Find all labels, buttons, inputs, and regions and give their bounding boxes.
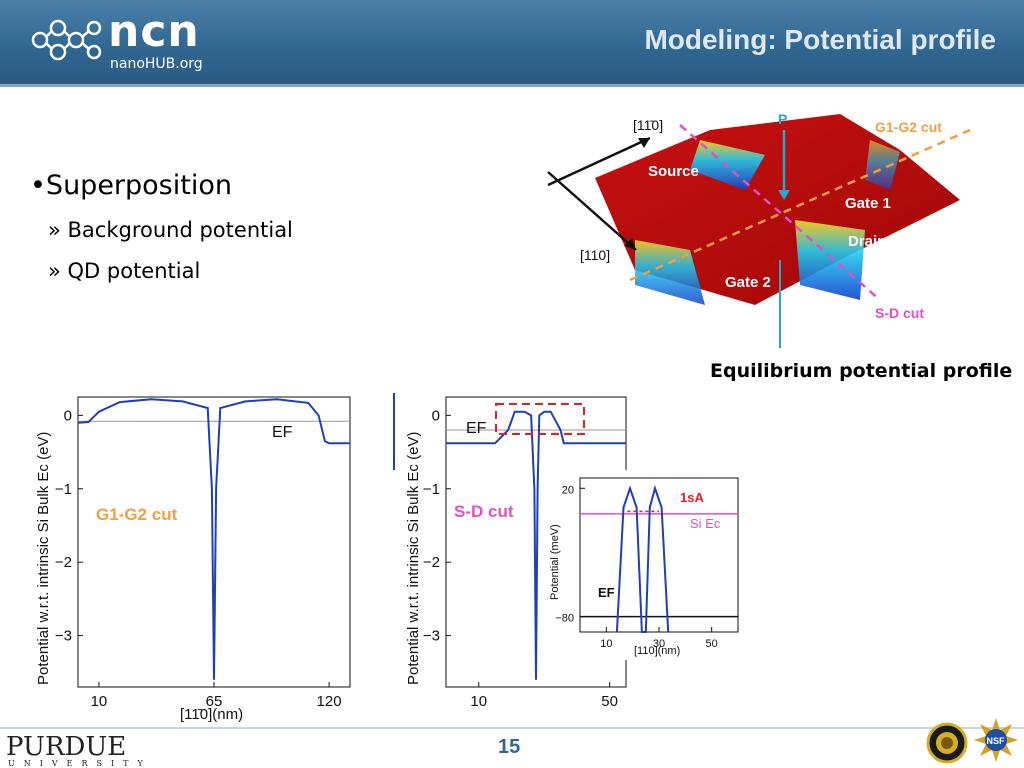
cut-label: S-D cut bbox=[454, 502, 514, 521]
ef-label: EF bbox=[466, 420, 487, 437]
label-sd-cut: S-D cut bbox=[875, 305, 924, 321]
svg-text:NSF: NSF bbox=[987, 736, 1006, 746]
y-tick-label: 20 bbox=[562, 484, 574, 496]
g1g2-cut-chart: Potential w.r.t. intrinsic Si Bulk Ec (e… bbox=[35, 396, 351, 723]
y-tick-label: −3 bbox=[55, 628, 72, 645]
gate2-wall bbox=[635, 240, 705, 305]
ef-label: EF bbox=[272, 424, 293, 441]
1sa-label: 1sA bbox=[680, 490, 704, 505]
y-tick-label: −2 bbox=[423, 554, 440, 571]
y-tick-label: 0 bbox=[432, 407, 440, 424]
label-drain: Drain bbox=[848, 233, 886, 250]
label-110bar: [11̄0] bbox=[633, 117, 663, 133]
zoom-box bbox=[495, 403, 585, 435]
x-tick-label: 50 bbox=[706, 638, 718, 650]
molecule-logo-icon bbox=[31, 19, 102, 61]
g1g2-cut-line bbox=[629, 128, 971, 282]
gate1-wall bbox=[865, 140, 900, 190]
nanohub-label: nanoHUB.org bbox=[110, 56, 203, 72]
nsf-logo-icon: NSF bbox=[974, 718, 1018, 762]
label-p: P bbox=[778, 111, 787, 127]
y-tick-label: −1 bbox=[55, 481, 72, 498]
sub-bullet-background: » Background potential bbox=[48, 218, 293, 242]
y-tick-label: −1 bbox=[423, 481, 440, 498]
bullet-superposition: •Superposition bbox=[30, 170, 232, 201]
chart1-xlabel: [11̄0](nm) bbox=[180, 706, 243, 723]
ef-label: EF bbox=[598, 585, 615, 600]
label-gate1: Gate 1 bbox=[845, 195, 891, 212]
series-line bbox=[77, 398, 350, 680]
si-ec-label: Si Ec bbox=[690, 516, 721, 531]
chart1-ylabel: Potential w.r.t. intrinsic Si Bulk Ec (e… bbox=[35, 432, 52, 685]
purdue-logo: PURDUE bbox=[6, 732, 127, 762]
seal-icon bbox=[926, 722, 968, 764]
ncn-logo: ncn bbox=[108, 6, 200, 57]
sub-bullet-qd: » QD potential bbox=[48, 259, 201, 283]
x-tick-label: 10 bbox=[91, 693, 108, 710]
slide-header bbox=[0, 0, 1024, 84]
potential-surface-figure: [11̄0] [110] P G1-G2 cut Source Gate 1 D… bbox=[547, 111, 971, 348]
header-divider bbox=[0, 84, 1024, 87]
gate-trough-bottom bbox=[795, 220, 865, 300]
inset-chart: Potential (meV) 20 −80 10 30 50 1sA Si Ec EF [1… bbox=[540, 470, 752, 660]
inset-ylabel: Potential (meV) bbox=[549, 524, 561, 600]
sd-cut-chart: Potential w.r.t. intrinsic Si Bulk Ec (e… bbox=[393, 393, 627, 710]
axis-arrow-110bar bbox=[547, 136, 651, 187]
slide-title: Modeling: Potential profile bbox=[644, 24, 996, 55]
label-110: [110] bbox=[580, 247, 610, 263]
purdue-logo-sub: UNIVERSITY bbox=[8, 759, 152, 768]
axis-arrow-110 bbox=[547, 171, 637, 251]
y-tick-label: −80 bbox=[555, 613, 574, 625]
label-g1g2-cut: G1-G2 cut bbox=[875, 119, 942, 135]
x-tick-label: 50 bbox=[601, 693, 618, 710]
page-number: 15 bbox=[498, 736, 521, 758]
surface-caption: Equilibrium potential profile bbox=[710, 360, 1013, 382]
x-tick-label: 30 bbox=[653, 638, 665, 650]
cut-label: G1-G2 cut bbox=[96, 505, 178, 524]
y-tick-label: −3 bbox=[423, 628, 440, 645]
series-line bbox=[615, 484, 670, 633]
y-tick-label: −2 bbox=[55, 554, 72, 571]
x-tick-label: 10 bbox=[600, 638, 612, 650]
label-source: Source bbox=[648, 163, 699, 180]
inset-xlabel: [110](nm) bbox=[634, 645, 680, 657]
label-gate2: Gate 2 bbox=[725, 274, 771, 291]
x-tick-label: 65 bbox=[206, 693, 223, 710]
sd-cut-line bbox=[679, 124, 881, 301]
chart2-ylabel: Potential w.r.t. intrinsic Si Bulk Ec (e… bbox=[405, 432, 422, 685]
footer-divider bbox=[0, 727, 1024, 729]
y-tick-label: 0 bbox=[64, 407, 72, 424]
series-line bbox=[446, 410, 626, 680]
x-tick-label: 10 bbox=[470, 693, 487, 710]
x-tick-label: 120 bbox=[317, 693, 342, 710]
